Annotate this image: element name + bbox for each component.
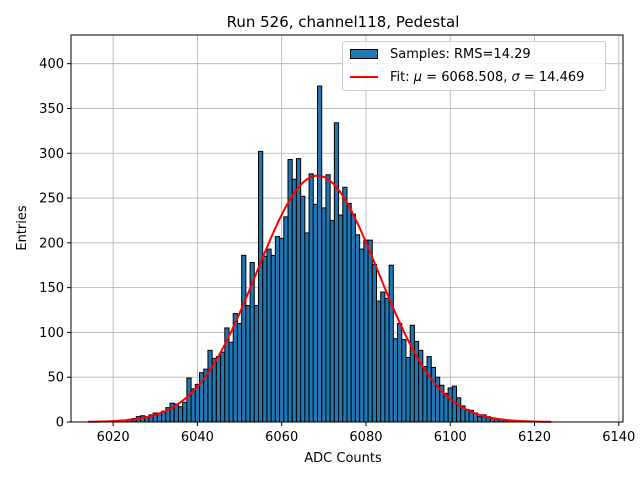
legend-swatch-fit xyxy=(350,76,378,78)
fit-prefix: Fit: xyxy=(390,69,414,85)
fit-mu-value: = 6068.508, xyxy=(422,69,512,85)
histogram-bar xyxy=(375,300,382,423)
histogram-bar xyxy=(338,214,344,423)
histogram-bar xyxy=(241,254,247,423)
histogram-bar xyxy=(422,365,428,423)
histogram-bar xyxy=(380,291,386,423)
histogram-bars xyxy=(114,85,517,423)
legend-label-fit: Fit: μ = 6068.508, σ = 14.469 xyxy=(390,70,584,85)
histogram-bar xyxy=(258,150,264,423)
histogram-bar xyxy=(220,351,226,423)
fit-mu-symbol: μ xyxy=(413,69,423,85)
histogram-bar xyxy=(194,383,201,423)
y-tick-label: 200 xyxy=(39,236,64,251)
histogram-bar xyxy=(266,248,272,423)
legend-entry-fit: Fit: μ = 6068.508, σ = 14.469 xyxy=(350,68,584,86)
legend: Samples: RMS=14.29 Fit: μ = 6068.508, σ … xyxy=(342,41,606,91)
histogram-bar xyxy=(317,85,323,423)
y-tick-label: 150 xyxy=(39,281,64,296)
histogram-bar xyxy=(342,186,348,423)
histogram-bar xyxy=(329,219,335,423)
histogram-bar xyxy=(295,158,302,423)
y-tick-label: 0 xyxy=(56,416,64,431)
histogram-bar xyxy=(397,322,403,423)
histogram-bar xyxy=(304,232,310,423)
histogram-bar xyxy=(274,236,281,423)
histogram-bar xyxy=(409,324,415,423)
y-tick-label: 50 xyxy=(47,371,64,386)
y-axis-ticks: 0 50 100 150 200 250 300 350 400 xyxy=(39,57,71,431)
histogram-bar xyxy=(363,239,369,423)
histogram-bar xyxy=(350,213,356,423)
histogram-bar xyxy=(346,202,352,423)
histogram-bar xyxy=(456,397,462,423)
histogram-bar xyxy=(232,313,238,423)
x-tick-label: 6080 xyxy=(349,430,382,445)
y-tick-label: 100 xyxy=(39,326,64,341)
x-axis-label: ADC Counts xyxy=(304,451,382,466)
histogram-bar xyxy=(270,254,276,423)
histogram-bar xyxy=(308,173,314,423)
histogram-bar xyxy=(426,356,432,423)
fit-sigma-value: = 14.469 xyxy=(519,69,585,85)
histogram-bar xyxy=(245,305,251,423)
histogram-bar xyxy=(279,237,285,423)
x-tick-label: 6040 xyxy=(181,430,214,445)
y-tick-label: 250 xyxy=(39,192,64,207)
legend-label-samples: Samples: RMS=14.29 xyxy=(390,46,531,62)
y-tick-label: 400 xyxy=(39,57,64,72)
fit-curve xyxy=(87,174,552,423)
histogram-bar xyxy=(262,255,268,423)
histogram-bar xyxy=(371,263,377,423)
x-tick-label: 6100 xyxy=(434,430,467,445)
histogram-bar xyxy=(388,264,394,423)
x-tick-label: 6020 xyxy=(97,430,130,445)
histogram-bar xyxy=(447,387,453,423)
histogram-bar xyxy=(182,401,188,423)
histogram-bar xyxy=(215,356,222,423)
histogram-bar xyxy=(186,377,192,423)
histogram-bar xyxy=(207,349,213,423)
legend-swatch-samples xyxy=(350,49,378,59)
histogram-bar xyxy=(211,357,217,423)
x-axis-ticks: 6020 6040 6060 6080 6100 6120 6140 xyxy=(97,422,635,445)
plot-frame xyxy=(70,34,624,423)
y-tick-label: 350 xyxy=(39,102,64,117)
histogram-bar xyxy=(325,174,331,423)
x-tick-label: 6060 xyxy=(265,430,298,445)
y-tick-label: 300 xyxy=(39,147,64,162)
histogram-bar xyxy=(384,297,390,423)
histogram-bar xyxy=(430,366,436,423)
histogram-bar xyxy=(236,322,243,423)
histogram-bar xyxy=(392,338,399,423)
x-tick-label: 6120 xyxy=(518,430,551,445)
legend-entry-samples: Samples: RMS=14.29 xyxy=(350,45,531,63)
histogram-bar xyxy=(333,122,340,423)
x-tick-label: 6140 xyxy=(602,430,635,445)
y-axis-label: Entries xyxy=(15,205,30,251)
histogram-bar xyxy=(300,195,306,423)
histogram-bar xyxy=(401,339,407,423)
histogram-bar xyxy=(405,357,411,423)
histogram-bar xyxy=(312,203,319,423)
fit-sigma-symbol: σ xyxy=(511,69,520,85)
histogram-bar xyxy=(354,234,361,423)
histogram-bar xyxy=(477,416,483,423)
chart-title: Run 526, channel118, Pedestal xyxy=(227,13,460,31)
histogram-bar xyxy=(283,216,289,423)
histogram-bar xyxy=(253,305,260,423)
histogram-bar xyxy=(228,341,234,423)
histogram-bar xyxy=(177,406,184,423)
histogram-bar xyxy=(359,248,365,423)
histogram-bar xyxy=(291,178,297,423)
histogram-bar xyxy=(321,207,327,423)
histogram-bar xyxy=(367,239,373,423)
